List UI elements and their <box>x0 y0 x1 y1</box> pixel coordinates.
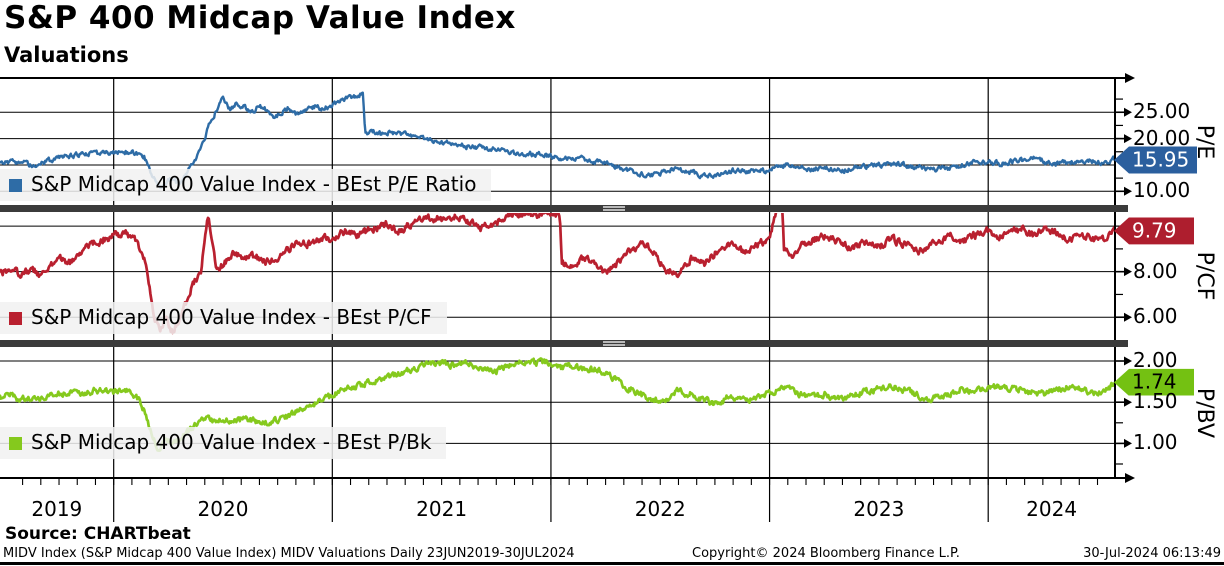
x-axis-year-label: 2021 <box>416 497 468 521</box>
x-axis-year-label: 2022 <box>634 497 686 521</box>
y-axis-tick-label: 8.00 <box>1133 258 1178 283</box>
legend-pe[interactable]: S&P Midcap 400 Value Index - BEst P/E Ra… <box>0 169 492 201</box>
chart-subtitle: Valuations <box>4 43 129 67</box>
legend-swatch-icon <box>9 178 22 192</box>
bottom-divider <box>0 562 1224 565</box>
x-axis-year-label: 2023 <box>853 497 905 521</box>
legend-label: S&P Midcap 400 Value Index - BEst P/CF <box>31 305 432 329</box>
x-axis-year-label: 2024 <box>1026 497 1078 521</box>
y-axis-tick-label: 6.00 <box>1133 304 1178 329</box>
last-price-badge-pcf: 9.79 <box>1114 217 1194 245</box>
y-axis-tick-label: 1.00 <box>1133 430 1178 455</box>
splitter-grip-icon[interactable] <box>603 206 625 211</box>
last-price-badge-pe: 15.95 <box>1114 146 1198 174</box>
y-axis-title-pbv: P/BV <box>1192 387 1217 438</box>
y-axis-tick-label: 1.50 <box>1133 389 1178 414</box>
y-axis-tick-label: 25.00 <box>1133 99 1191 124</box>
legend-pbk[interactable]: S&P Midcap 400 Value Index - BEst P/Bk <box>0 427 447 459</box>
y-axis-tick-label: 10.00 <box>1133 178 1191 203</box>
chart-title: S&P 400 Midcap Value Index <box>4 0 516 36</box>
legend-pcf[interactable]: S&P Midcap 400 Value Index - BEst P/CF <box>0 302 447 334</box>
footnote-description: MIDV Index (S&P Midcap 400 Value Index) … <box>3 546 575 561</box>
legend-label: S&P Midcap 400 Value Index - BEst P/Bk <box>31 430 432 454</box>
y-axis-title-pe: P/E <box>1192 124 1217 159</box>
footnote-timestamp: 30-Jul-2024 06:13:49 <box>1083 546 1221 561</box>
splitter-grip-icon[interactable] <box>603 341 625 346</box>
legend-label: S&P Midcap 400 Value Index - BEst P/E Ra… <box>31 172 477 196</box>
panel-splitter[interactable] <box>0 340 1128 347</box>
legend-swatch-icon <box>9 436 22 450</box>
y-axis-tick-label: 20.00 <box>1133 125 1191 150</box>
y-axis-tick-label: 2.00 <box>1133 348 1178 373</box>
legend-swatch-icon <box>9 311 22 325</box>
x-axis-year-label: 2020 <box>197 497 249 521</box>
footnote-copyright: Copyright© 2024 Bloomberg Finance L.P. <box>692 546 960 561</box>
last-price-badge-pbv: 1.74 <box>1114 368 1194 396</box>
footnote-row: MIDV Index (S&P Midcap 400 Value Index) … <box>0 546 1224 563</box>
panel-splitter[interactable] <box>0 205 1128 212</box>
x-axis-year-label: 2019 <box>31 497 83 521</box>
source-line: Source: CHARTbeat <box>5 524 191 544</box>
y-axis-title-pcf: P/CF <box>1192 251 1217 301</box>
